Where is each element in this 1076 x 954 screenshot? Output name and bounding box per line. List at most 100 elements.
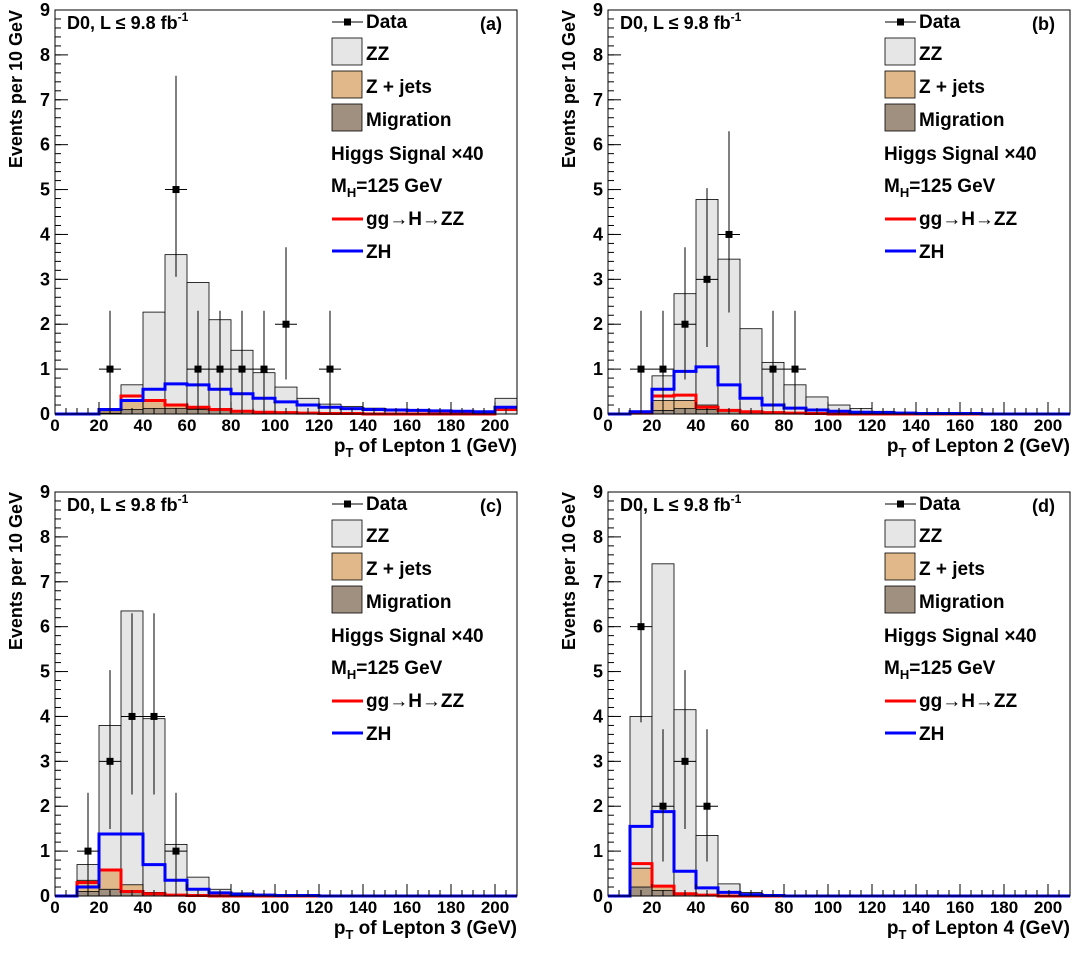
legend-data-label: Data <box>366 12 408 33</box>
legend-data-label: Data <box>919 494 961 515</box>
x-tick-label: 40 <box>687 898 706 917</box>
legend-higgs-title: Higgs Signal ×40 <box>884 144 1037 165</box>
data-point <box>106 757 114 765</box>
legend-zjets-label: Z + jets <box>919 77 985 98</box>
x-axis-label: pT of Lepton 4 (GeV) <box>887 918 1070 942</box>
y-tick-label: 4 <box>40 706 50 726</box>
legend-migration-label: Migration <box>366 110 452 131</box>
y-tick-label: 2 <box>40 796 50 816</box>
data-point <box>791 365 799 373</box>
legend-mass-label: MH=125 GeV <box>884 176 996 200</box>
y-tick-label: 2 <box>593 314 603 334</box>
y-tick-label: 9 <box>40 0 50 20</box>
y-tick-label: 4 <box>593 224 603 244</box>
legend-gg-label: gg→H→ZZ <box>366 691 465 712</box>
legend-zjets-label: Z + jets <box>366 559 432 580</box>
y-axis-label: Events per 10 GeV <box>559 10 579 168</box>
y-tick-label: 7 <box>40 572 50 592</box>
legend-zjets-swatch <box>884 70 916 99</box>
legend-zh-label: ZH <box>919 242 944 263</box>
y-tick-label: 0 <box>40 404 50 424</box>
bar-zz <box>164 254 188 415</box>
legend-data-marker <box>897 500 904 508</box>
legend-zz-swatch <box>331 37 363 66</box>
legend-zh-label: ZH <box>919 724 944 745</box>
x-tick-label: 80 <box>222 898 241 917</box>
y-tick-label: 5 <box>40 180 50 200</box>
data-point <box>769 365 777 373</box>
x-tick-label: 160 <box>946 416 974 435</box>
x-tick-label: 0 <box>50 416 59 435</box>
legend-gg-label: gg→H→ZZ <box>366 209 465 230</box>
x-tick-label: 60 <box>731 416 750 435</box>
legend-data-marker <box>344 500 351 508</box>
legend-zjets-swatch <box>331 70 363 99</box>
legend-mass-label: MH=125 GeV <box>884 658 996 682</box>
data-point <box>260 365 268 373</box>
x-tick-label: 200 <box>481 416 509 435</box>
x-tick-label: 40 <box>687 416 706 435</box>
data-point <box>681 320 689 328</box>
y-axis-label: Events per 10 GeV <box>6 10 26 168</box>
x-tick-label: 20 <box>643 416 662 435</box>
y-tick-label: 6 <box>593 135 603 155</box>
x-tick-label: 0 <box>50 898 59 917</box>
data-point <box>326 365 334 373</box>
y-tick-label: 4 <box>40 224 50 244</box>
y-tick-label: 3 <box>593 751 603 771</box>
x-tick-label: 160 <box>946 898 974 917</box>
x-axis-label: pT of Lepton 2 (GeV) <box>887 436 1070 460</box>
legend-migration-swatch <box>884 103 916 132</box>
data-point <box>703 275 711 283</box>
data-point <box>637 623 645 631</box>
x-tick-label: 120 <box>305 898 333 917</box>
x-tick-label: 20 <box>643 898 662 917</box>
y-tick-label: 8 <box>40 527 50 547</box>
data-point <box>172 186 180 194</box>
y-tick-label: 5 <box>593 180 603 200</box>
legend: Data ZZ Z + jets Migration Higgs Signal ×40 M… <box>331 494 484 745</box>
x-tick-label: 100 <box>814 416 842 435</box>
panel-label: (b) <box>1032 14 1055 34</box>
y-tick-label: 8 <box>593 45 603 65</box>
legend: Data ZZ Z + jets Migration Higgs Signal ×40 M… <box>884 12 1037 263</box>
x-tick-label: 80 <box>222 416 241 435</box>
data-point <box>659 802 667 810</box>
experiment-label: D0, L ≤ 9.8 fb-1 <box>620 492 742 515</box>
x-tick-label: 140 <box>902 898 930 917</box>
y-tick-label: 6 <box>40 135 50 155</box>
panel-label: (a) <box>480 14 502 34</box>
y-tick-label: 7 <box>593 572 603 592</box>
legend: Data ZZ Z + jets Migration Higgs Signal ×40 M… <box>331 12 484 263</box>
data-point <box>216 365 224 373</box>
y-tick-label: 1 <box>593 841 603 861</box>
y-tick-label: 8 <box>40 45 50 65</box>
panel-3: 0 20 40 60 80 100 120 140 160 180 200 0 1 2 3 4 5 6 7 8 9 Eve… <box>559 482 1071 942</box>
x-tick-label: 160 <box>393 416 421 435</box>
data-point <box>282 320 290 328</box>
data-point <box>703 802 711 810</box>
legend-zz-label: ZZ <box>919 526 943 547</box>
y-tick-label: 0 <box>40 886 50 906</box>
data-point <box>637 365 645 373</box>
data-point <box>84 847 92 855</box>
y-tick-label: 0 <box>593 886 603 906</box>
x-axis-label: pT of Lepton 3 (GeV) <box>334 918 517 942</box>
legend-higgs-title: Higgs Signal ×40 <box>331 626 484 647</box>
legend-migration-label: Migration <box>919 110 1005 131</box>
legend-zz-swatch <box>884 37 916 66</box>
x-tick-label: 120 <box>305 416 333 435</box>
legend: Data ZZ Z + jets Migration Higgs Signal ×40 M… <box>884 494 1037 745</box>
y-tick-label: 3 <box>40 269 50 289</box>
legend-zz-label: ZZ <box>919 44 943 65</box>
legend-data-label: Data <box>366 494 408 515</box>
y-tick-label: 1 <box>40 841 50 861</box>
x-tick-label: 200 <box>481 898 509 917</box>
x-tick-label: 120 <box>858 416 886 435</box>
legend-zz-label: ZZ <box>366 526 390 547</box>
x-tick-label: 0 <box>603 898 612 917</box>
x-axis-label: pT of Lepton 1 (GeV) <box>334 436 517 460</box>
experiment-label: D0, L ≤ 9.8 fb-1 <box>67 10 189 33</box>
legend-migration-label: Migration <box>366 592 452 613</box>
